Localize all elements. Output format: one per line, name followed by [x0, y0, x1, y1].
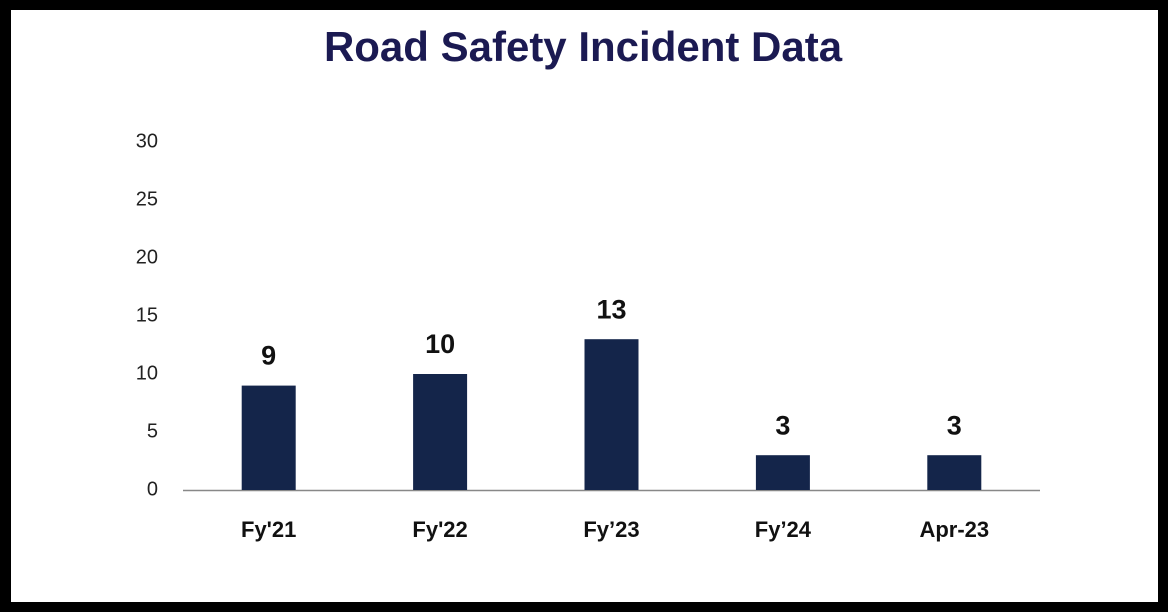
background [11, 10, 1158, 602]
x-tick-label: Fy’23 [583, 517, 639, 542]
y-tick-label: 5 [147, 420, 158, 442]
y-tick-label: 0 [147, 478, 158, 500]
y-tick-label: 20 [136, 246, 158, 268]
bar [241, 385, 296, 490]
bar [755, 455, 810, 490]
x-tick-label: Fy'21 [241, 517, 296, 542]
x-tick-label: Fy’24 [755, 517, 812, 542]
y-tick-label: 10 [136, 362, 158, 384]
y-tick-label: 30 [136, 130, 158, 152]
value-label: 3 [775, 410, 790, 440]
value-label: 3 [947, 410, 962, 440]
x-tick-label: Fy'22 [412, 517, 467, 542]
bar [584, 339, 639, 490]
x-tick-label: Apr-23 [919, 517, 989, 542]
bar [413, 374, 468, 490]
y-tick-label: 25 [136, 188, 158, 210]
value-label: 13 [596, 294, 626, 324]
value-label: 10 [425, 329, 455, 359]
y-tick-label: 15 [136, 304, 158, 326]
value-label: 9 [261, 341, 276, 371]
bar [927, 455, 982, 490]
chart-title: Road Safety Incident Data [324, 23, 843, 70]
